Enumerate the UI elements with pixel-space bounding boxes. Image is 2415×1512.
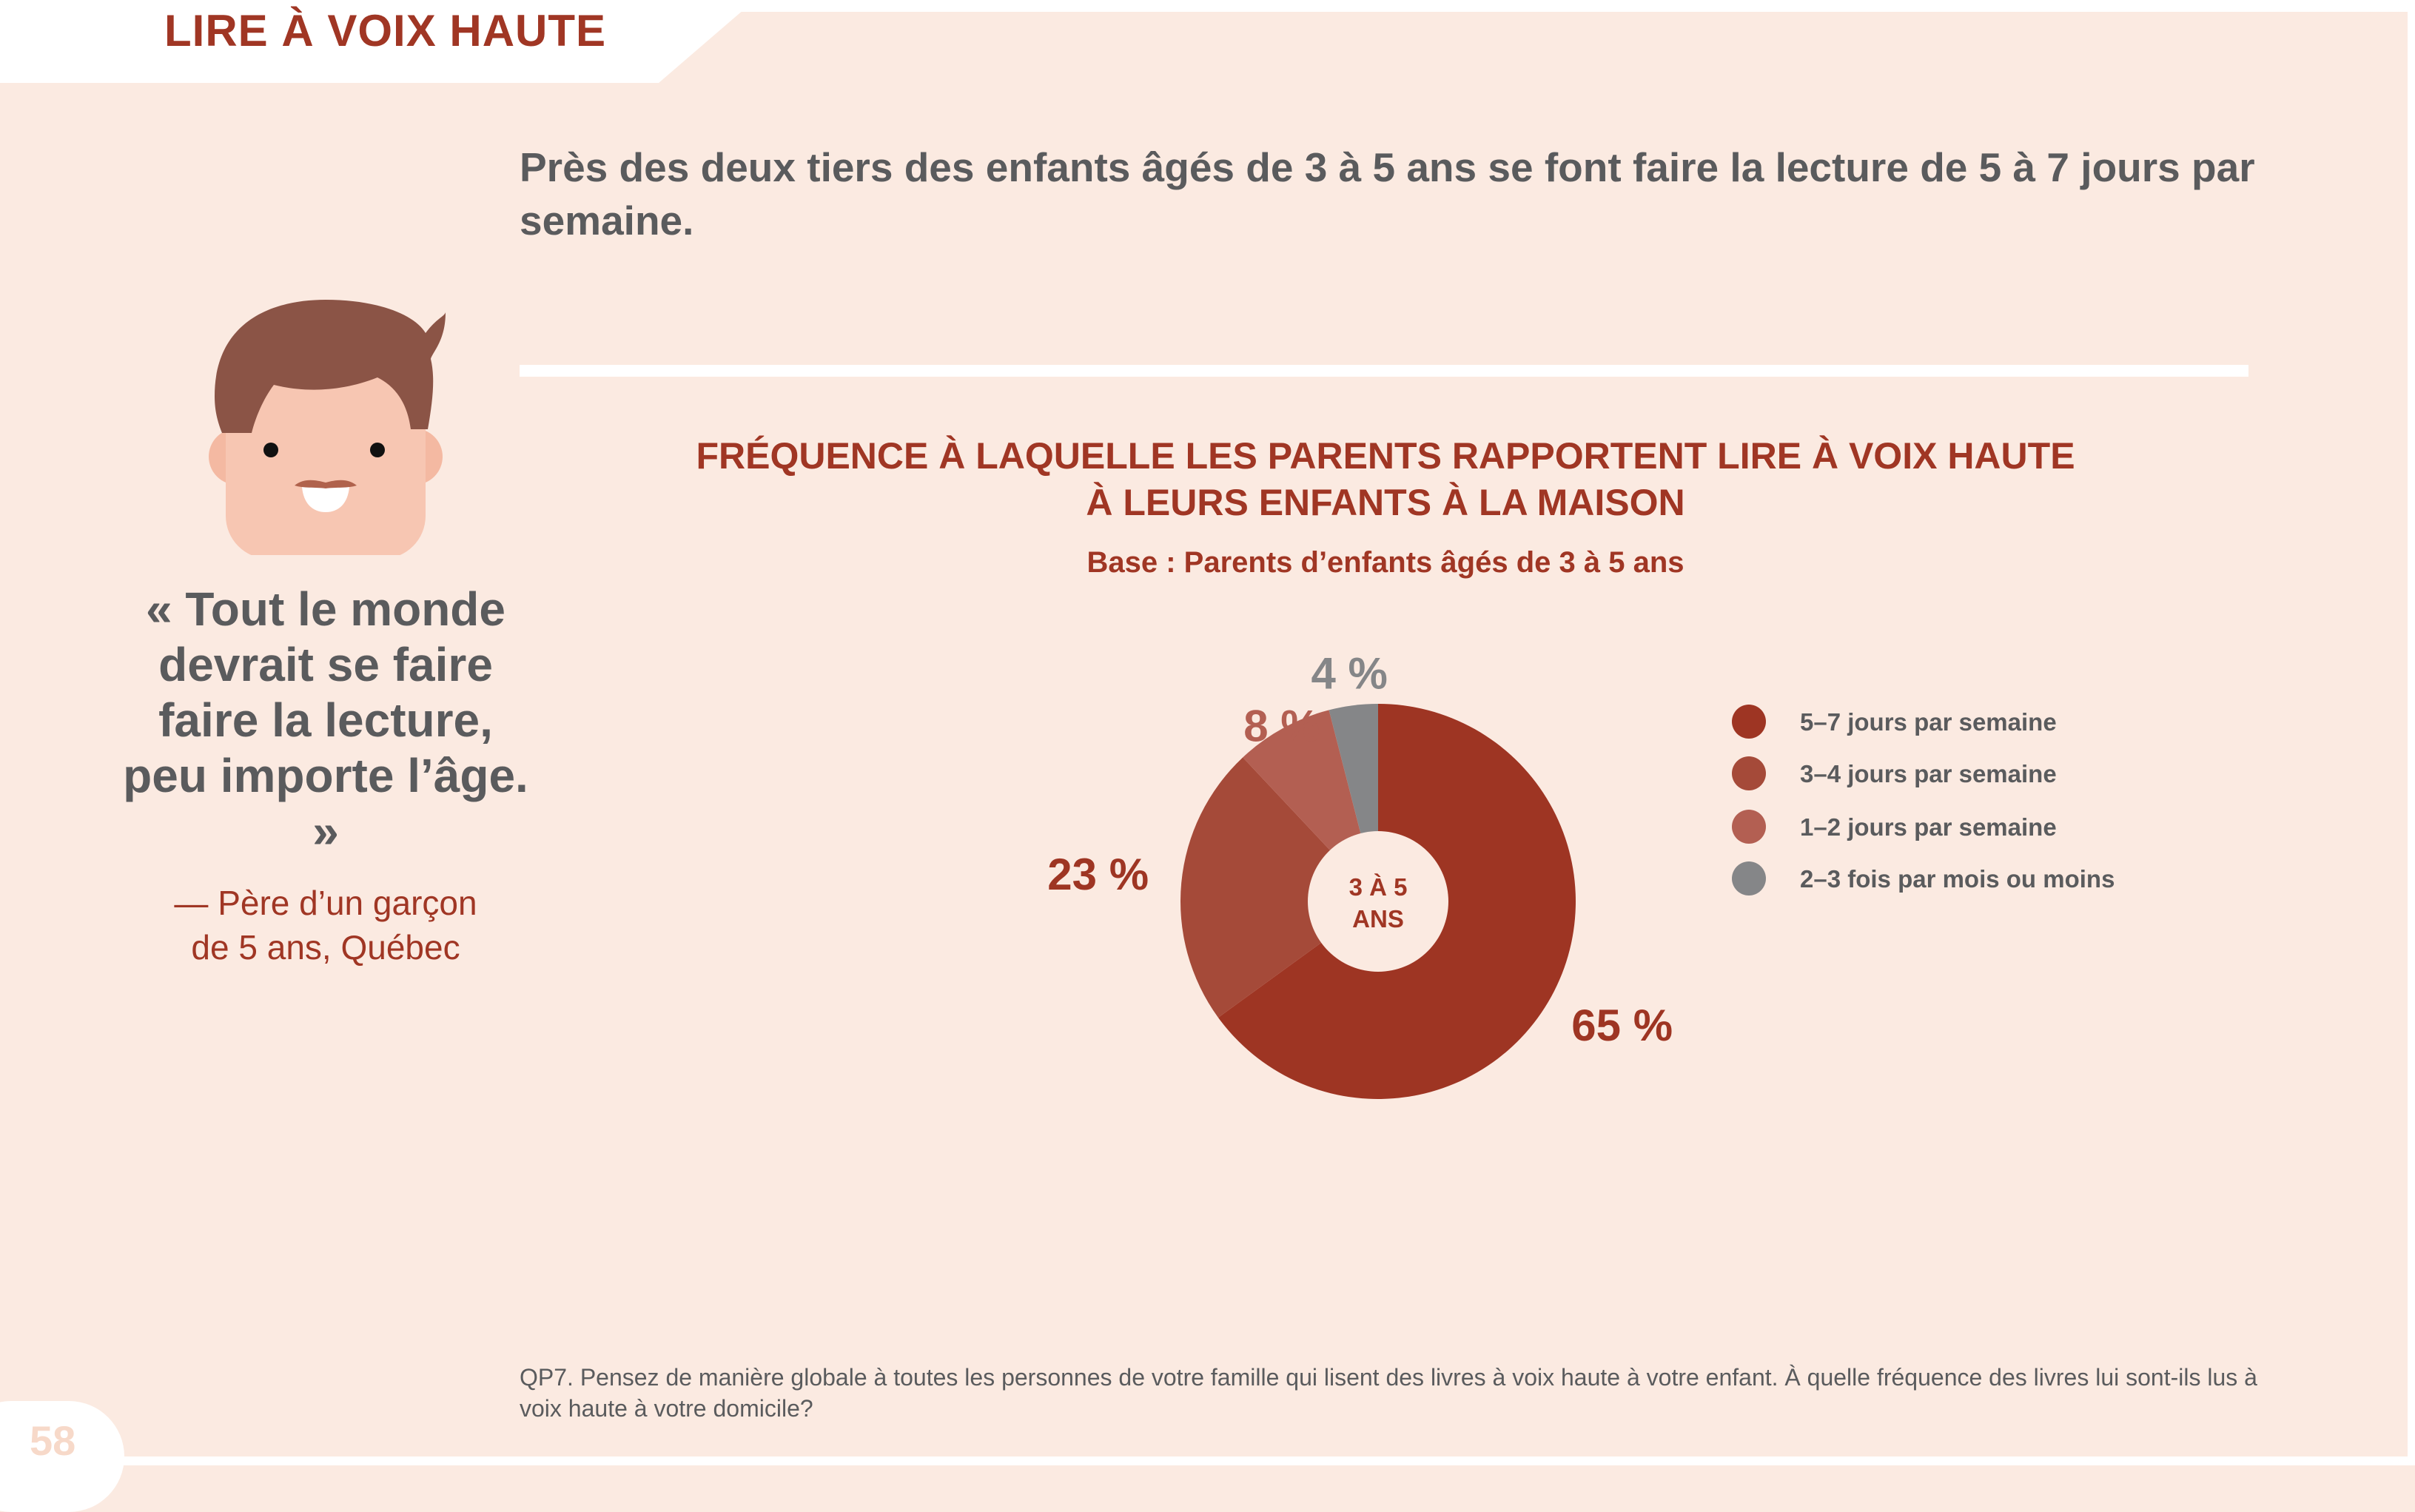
page-number: 58 (30, 1417, 76, 1464)
donut-value-label: 8 % (1243, 701, 1320, 750)
chart-title: FRÉQUENCE À LAQUELLE LES PARENTS RAPPORT… (645, 433, 2126, 526)
legend-label: 1–2 jours par semaine (1800, 813, 2057, 841)
quote-attribution-line1: — Père d’un garçon (174, 884, 477, 922)
chart-title-line2: À LEURS ENFANTS À LA MAISON (1086, 482, 1685, 523)
legend-item: 3–4 jours par semaine (1732, 755, 2206, 793)
parent-quote: « Tout le monde devrait se faire faire l… (123, 582, 528, 858)
chart-subtitle: Base : Parents d’enfants âgés de 3 à 5 a… (1086, 546, 1685, 579)
donut-center-label-line2: ANS (1352, 905, 1404, 933)
headline: Près des deux tiers des enfants âgés de … (520, 144, 2255, 243)
divider (520, 365, 2248, 377)
legend-item: 5–7 jours par semaine (1732, 703, 2206, 742)
donut-chart: 3 À 5 ANS 65 % 23 % 8 %4 % (1047, 648, 1673, 1099)
legend-item: 2–3 fois par mois ou moins (1732, 860, 2206, 898)
donut-center-label-line1: 3 À 5 (1349, 873, 1408, 901)
chart-title-line1: FRÉQUENCE À LAQUELLE LES PARENTS RAPPORT… (696, 435, 2075, 477)
legend-swatch (1732, 756, 1766, 790)
legend-swatch (1732, 810, 1766, 844)
legend-label: 5–7 jours par semaine (1800, 708, 2057, 736)
donut-slice (1180, 757, 1378, 1018)
donut-value-label: 65 % (1571, 1001, 1673, 1050)
legend-label: 3–4 jours par semaine (1800, 760, 2057, 787)
header-tab (0, 0, 755, 83)
quote-attribution-line2: de 5 ans, Québec (191, 928, 460, 967)
donut-hole (1308, 831, 1448, 972)
legend-swatch (1732, 861, 1766, 896)
donut-value-label: 4 % (1311, 648, 1387, 698)
legend-label: 2–3 fois par mois ou moins (1800, 865, 2115, 893)
footnote: QP7. Pensez de manière globale à toutes … (520, 1364, 2257, 1422)
legend-swatch (1732, 705, 1766, 739)
section-title: LIRE À VOIX HAUTE (164, 6, 607, 56)
page-frame-bottom (0, 1456, 2415, 1465)
page-frame-right (2408, 0, 2415, 1465)
donut-value-label: 23 % (1047, 850, 1149, 899)
donut-value-labels: 65 % 23 % 8 %4 % (1047, 648, 1673, 1050)
quote-attribution: — Père d’un garçon de 5 ans, Québec (111, 881, 540, 970)
father-avatar-illustration (209, 300, 446, 555)
legend-item: 1–2 jours par semaine (1732, 808, 2206, 847)
